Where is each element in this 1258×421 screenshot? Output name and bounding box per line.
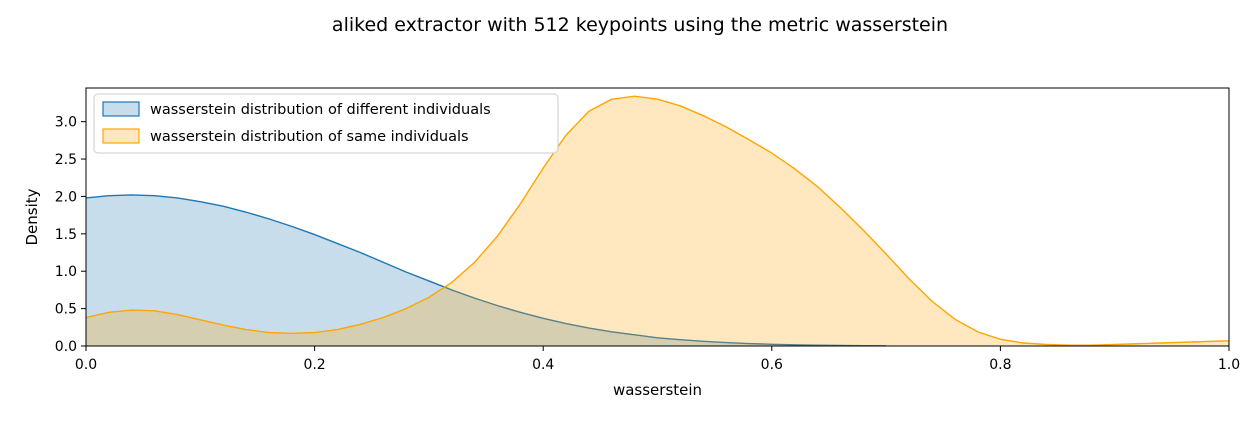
legend-label-different-individuals: wasserstein distribution of different in… xyxy=(150,102,491,118)
legend-box xyxy=(93,93,559,154)
series-layer xyxy=(86,95,1229,346)
y-tick-label: 0.0 xyxy=(55,339,77,355)
x-tick-label: 1.0 xyxy=(1218,357,1240,373)
x-tick-label: 0.2 xyxy=(303,357,325,373)
x-axis: 0.0 0.2 0.4 0.6 0.8 1.0 xyxy=(75,346,1240,373)
x-tick-label: 0.4 xyxy=(532,357,554,373)
legend-label-same-individuals: wasserstein distribution of same individ… xyxy=(150,129,469,145)
y-tick-label: 1.5 xyxy=(55,227,77,243)
y-tick-label: 0.5 xyxy=(55,302,77,318)
legend: wasserstein distribution of different in… xyxy=(93,93,559,154)
density-area-same-individuals xyxy=(86,96,1229,346)
legend-swatch-same-individuals xyxy=(102,128,140,144)
y-tick-label: 1.0 xyxy=(55,264,77,280)
x-axis-label: wasserstein xyxy=(613,381,702,399)
x-tick-label: 0.6 xyxy=(761,357,783,373)
y-axis-label: Density xyxy=(23,188,41,245)
x-tick-label: 0.8 xyxy=(989,357,1011,373)
legend-swatch-different-individuals xyxy=(102,101,140,117)
chart-title: aliked extractor with 512 keypoints usin… xyxy=(332,14,948,36)
density-area-different-individuals xyxy=(86,194,887,346)
x-tick-label: 0.0 xyxy=(75,357,97,373)
density-line-different-individuals xyxy=(86,194,887,346)
y-axis: 0.0 0.5 1.0 1.5 2.0 2.5 3.0 xyxy=(55,115,86,355)
density-line-same-individuals xyxy=(86,95,1229,346)
plot-frame xyxy=(85,87,1230,347)
y-tick-label: 2.5 xyxy=(55,152,77,168)
y-tick-label: 2.0 xyxy=(55,189,77,205)
y-tick-label: 3.0 xyxy=(55,115,77,131)
